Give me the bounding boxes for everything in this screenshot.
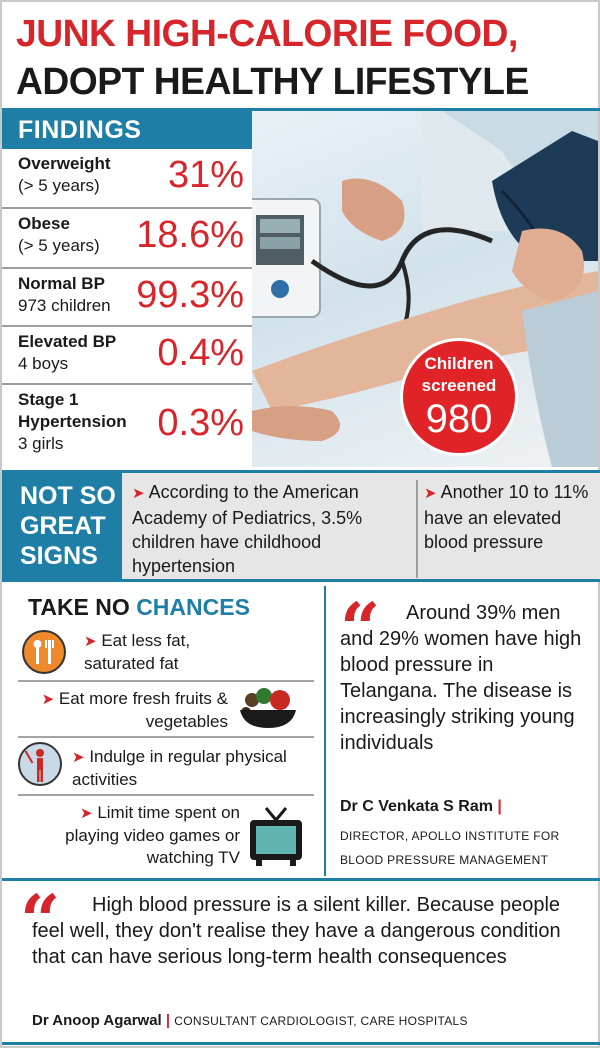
finding-sublabel: (> 5 years) [18, 236, 100, 255]
arrow-icon: ➤ [41, 691, 55, 708]
arrow-icon: ➤ [80, 805, 93, 822]
finding-label: Elevated BP [18, 332, 117, 351]
quote-author-line: Dr Anoop Agarwal | CONSULTANT CARDIOLOGI… [32, 1012, 468, 1029]
take-no-chances-heading: TAKE NO CHANCES [28, 594, 250, 620]
finding-normal-bp: Normal BP 973 children 99.3% [2, 269, 252, 327]
title-line-2: ADOPT HEALTHY LIFESTYLE [16, 61, 529, 103]
findings-heading: FINDINGS [2, 111, 252, 149]
finding-overweight: Overweight (> 5 years) 31% [2, 149, 252, 209]
tip-divider [18, 680, 314, 682]
arrow-icon: ➤ [132, 485, 145, 502]
tip-limit-screen-time: ➤ Limit time spent on playing video game… [65, 803, 240, 867]
tip-divider [18, 794, 314, 796]
finding-value: 31% [167, 154, 244, 196]
quote-venkata-ram: Around 39% men and 29% women have high b… [340, 602, 582, 754]
fruit-bowl-icon [236, 686, 300, 730]
finding-sublabel: 3 girls [18, 434, 64, 453]
finding-sublabel: 4 boys [18, 354, 69, 373]
quote-mark-icon: “ [20, 879, 61, 962]
title-line-1: JUNK HIGH-CALORIE FOOD, [16, 13, 518, 55]
bottom-rule [2, 1042, 600, 1045]
finding-sublabel: 973 children [18, 296, 111, 315]
tv-icon [248, 806, 304, 868]
tip-physical-activities: ➤ Indulge in regular physical activities [72, 747, 287, 789]
arrow-icon: ➤ [424, 485, 437, 502]
not-so-great-point-2: ➤ Another 10 to 11% have an elevated blo… [416, 480, 596, 578]
finding-obese: Obese (> 5 years) 18.6% [2, 209, 252, 269]
finding-elevated-bp: Elevated BP 4 boys 0.4% [2, 327, 252, 385]
page-title: JUNK HIGH-CALORIE FOOD, ADOPT HEALTHY LI… [16, 10, 596, 106]
finding-label: Normal BP [18, 274, 105, 293]
finding-value: 18.6% [136, 214, 244, 256]
finding-label-2: Hypertension [18, 412, 127, 431]
quote-author: Dr Anoop Agarwal [32, 1012, 162, 1029]
finding-value: 0.4% [157, 332, 244, 374]
arrow-icon: ➤ [72, 749, 85, 766]
quote-author-role: DIRECTOR, APOLLO INSTITUTE FOR BLOOD PRE… [340, 829, 560, 867]
finding-label: Overweight [18, 154, 111, 173]
quote-mark-icon: “ [340, 587, 381, 670]
finding-stage1-hypertension: Stage 1 Hypertension 3 girls 0.3% [2, 385, 252, 467]
header-rule [2, 108, 600, 111]
finding-sublabel: (> 5 years) [18, 176, 100, 195]
children-screened-badge: Children screened 980 [400, 338, 518, 456]
fork-knife-icon [22, 630, 66, 674]
arrow-icon: ➤ [84, 633, 97, 650]
exercise-icon [18, 742, 62, 786]
finding-value: 99.3% [136, 274, 244, 316]
screened-label-1: Children [424, 354, 494, 373]
not-so-great-heading: NOT SO GREAT SIGNS [2, 473, 122, 579]
quote-author: Dr C Venkata S Ram | [340, 798, 502, 815]
tip-eat-more-fruits: ➤ Eat more fresh fruits & vegetables [41, 689, 228, 731]
finding-label: Stage 1 [18, 390, 79, 409]
not-so-great-point-1: ➤ According to the American Academy of P… [132, 482, 363, 576]
quote-author-role: CONSULTANT CARDIOLOGIST, CARE HOSPITALS [174, 1014, 468, 1028]
screened-count: 980 [425, 397, 493, 441]
finding-label: Obese [18, 214, 70, 233]
column-divider [324, 586, 326, 876]
quote-anoop-agarwal: High blood pressure is a silent killer. … [32, 894, 561, 968]
tip-divider [18, 736, 314, 738]
section-rule [2, 878, 600, 881]
finding-value: 0.3% [157, 402, 244, 444]
tip-eat-less-fat: ➤ Eat less fat, saturated fat [84, 631, 191, 673]
screened-label-2: screened [421, 376, 497, 395]
